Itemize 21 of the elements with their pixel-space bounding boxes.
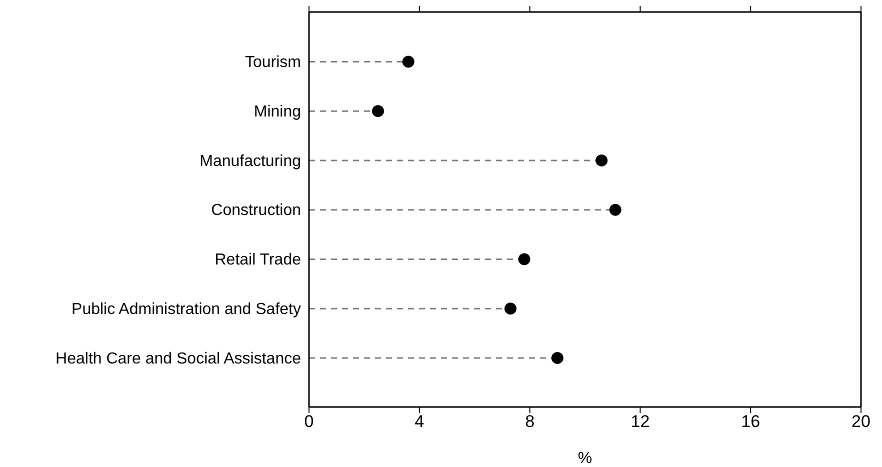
point [609, 204, 622, 216]
x-tick-label: 8 [525, 412, 535, 432]
y-tick-label: Public Administration and Safety [72, 300, 301, 318]
y-tick-label: Tourism [244, 54, 301, 72]
x-tick-label: 20 [852, 412, 870, 432]
y-tick-label: Retail Trade [214, 252, 302, 269]
point [372, 105, 384, 118]
y-tick-label: Health Care and Social Assistance [56, 350, 302, 368]
y-tick-label: Construction [211, 202, 301, 220]
point [504, 302, 516, 315]
point [402, 56, 414, 68]
point [551, 352, 564, 364]
y-tick-label: Manufacturing [200, 152, 301, 170]
x-axis-title: % [578, 450, 592, 467]
point [596, 154, 608, 166]
x-tick-label: 12 [630, 412, 650, 432]
point [518, 253, 530, 266]
y-tick-label: Mining [254, 103, 301, 120]
x-tick-label: 4 [414, 412, 424, 432]
x-tick-label: 0 [304, 412, 314, 432]
x-tick-label: 16 [741, 412, 760, 432]
